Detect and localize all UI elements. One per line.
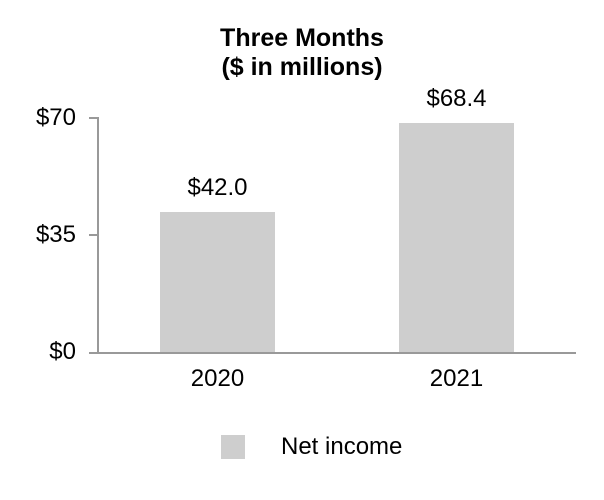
category-label-2021: 2021 xyxy=(429,365,484,392)
legend-swatch xyxy=(221,435,245,459)
x-axis-line xyxy=(89,352,576,354)
y-tick-label: $70 xyxy=(35,104,76,131)
category-label-2020: 2020 xyxy=(190,365,245,392)
bar-2020 xyxy=(160,211,275,352)
y-tick-label: $0 xyxy=(49,338,76,365)
bar-2021 xyxy=(399,123,514,352)
y-axis-line xyxy=(97,117,99,354)
chart-title: Three Months ($ in millions) xyxy=(0,24,604,82)
value-label-2020: $42.0 xyxy=(187,173,248,201)
legend: Net income xyxy=(221,433,402,461)
y-tick-mark xyxy=(89,234,98,236)
chart-title-line2: ($ in millions) xyxy=(221,53,383,81)
y-tick-mark xyxy=(89,117,98,119)
chart-title-line1: Three Months xyxy=(220,24,384,52)
legend-label: Net income xyxy=(281,433,403,460)
value-label-2021: $68.4 xyxy=(426,85,487,113)
y-tick-label: $35 xyxy=(35,221,76,248)
